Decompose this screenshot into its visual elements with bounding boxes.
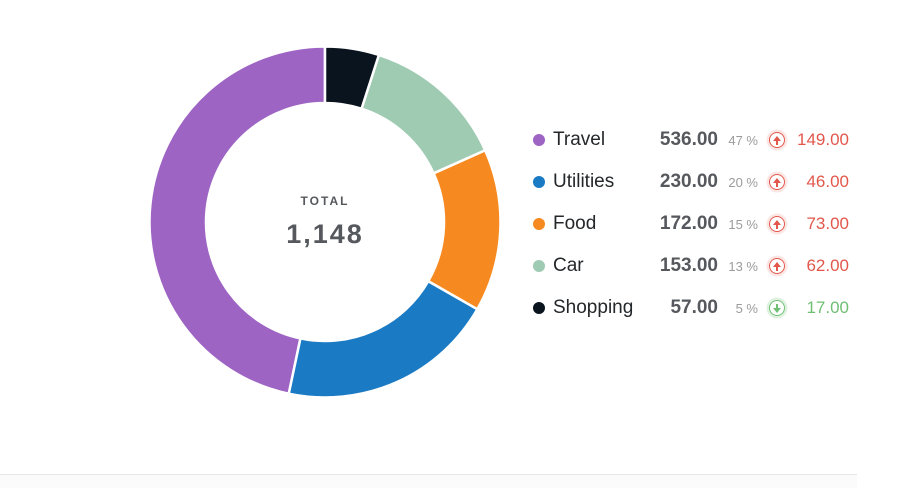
series-label: Shopping	[553, 297, 634, 318]
series-percent: 47 %	[728, 132, 758, 148]
arrow-down-circle-icon	[769, 300, 785, 316]
series-swatch	[533, 134, 545, 146]
donut-slice-shopping[interactable]	[323, 45, 381, 110]
legend-item-car[interactable]: Car 153.00 13 % 62.00	[533, 245, 849, 287]
donut-slice-utilities[interactable]	[287, 279, 479, 399]
arrow-glyph	[773, 262, 781, 271]
series-percent: 5 %	[735, 300, 758, 316]
series-change: 73.00	[806, 214, 849, 233]
series-value: 153.00	[659, 255, 718, 276]
arrow-up-circle-icon	[769, 216, 785, 232]
legend: Travel 536.00 47 % 149.00 Utilities 230.…	[533, 119, 849, 329]
arrow-glyph	[773, 304, 781, 313]
arrow-glyph	[773, 178, 781, 187]
legend-item-travel[interactable]: Travel 536.00 47 % 149.00	[533, 119, 849, 161]
series-label: Travel	[553, 129, 606, 150]
panel-divider	[0, 474, 857, 475]
donut-slice-travel[interactable]	[148, 45, 327, 395]
arrow-up-circle-icon	[769, 174, 785, 190]
series-swatch	[533, 260, 545, 272]
series-percent: 15 %	[728, 216, 758, 232]
series-label: Car	[553, 255, 584, 276]
arrow-glyph	[773, 136, 781, 145]
series-percent: 13 %	[728, 258, 758, 274]
panel-footer-strip	[0, 475, 857, 488]
series-value: 172.00	[659, 213, 718, 234]
series-swatch	[533, 218, 545, 230]
series-change: 17.00	[806, 298, 849, 317]
legend-item-food[interactable]: Food 172.00 15 % 73.00	[533, 203, 849, 245]
legend-item-shopping[interactable]: Shopping 57.00 5 % 17.00	[533, 287, 849, 329]
series-percent: 20 %	[728, 174, 758, 190]
series-value: 536.00	[659, 129, 718, 150]
series-change: 149.00	[797, 130, 849, 149]
arrow-up-circle-icon	[769, 132, 785, 148]
series-value: 230.00	[659, 171, 718, 192]
donut-slice-car[interactable]	[360, 53, 487, 175]
series-value: 57.00	[670, 297, 718, 318]
series-label: Utilities	[553, 171, 615, 192]
series-swatch	[533, 176, 545, 188]
legend-item-utilities[interactable]: Utilities 230.00 20 % 46.00	[533, 161, 849, 203]
series-swatch	[533, 302, 545, 314]
series-change: 62.00	[806, 256, 849, 275]
series-label: Food	[553, 213, 597, 234]
donut-slice-food[interactable]	[427, 148, 502, 311]
series-change: 46.00	[806, 172, 849, 191]
arrow-glyph	[773, 220, 781, 229]
arrow-up-circle-icon	[769, 258, 785, 274]
